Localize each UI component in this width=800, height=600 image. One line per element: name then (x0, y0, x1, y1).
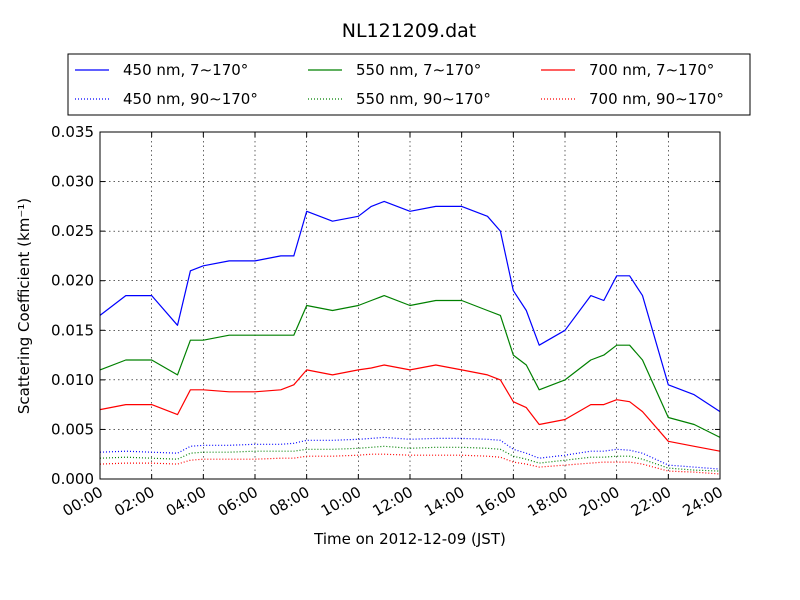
chart-title: NL121209.dat (342, 20, 477, 42)
x-tick-label: 24:00 (680, 483, 726, 520)
x-tick-label: 00:00 (60, 483, 106, 520)
y-tick-label: 0.015 (51, 321, 94, 339)
legend-label: 450 nm, 7∼170° (123, 61, 248, 79)
x-tick-label: 16:00 (473, 483, 519, 520)
legend-label: 450 nm, 90∼170° (123, 90, 258, 108)
x-tick-label: 14:00 (421, 483, 467, 520)
x-tick-label: 22:00 (628, 483, 674, 520)
series-line (99, 200, 721, 413)
y-tick-label: 0.030 (51, 173, 94, 191)
series-line (99, 295, 721, 438)
series-group (99, 200, 721, 475)
y-tick-label: 0.035 (51, 123, 94, 141)
x-tick-label: 08:00 (266, 483, 312, 520)
grid (100, 132, 720, 479)
x-axis-label: Time on 2012-12-09 (JST) (313, 530, 506, 548)
x-tick-label: 02:00 (111, 483, 157, 520)
legend-box (67, 53, 751, 116)
series-line (99, 453, 721, 475)
legend: 450 nm, 7∼170° 550 nm, 7∼170° 700 nm, 7∼17… (67, 53, 751, 116)
legend-label: 700 nm, 7∼170° (589, 61, 714, 79)
x-tick-label: 18:00 (525, 483, 571, 520)
series-line (99, 364, 721, 452)
y-tick-labels: 0.000 0.005 0.010 0.015 0.020 0.025 0.030 0.035 (51, 123, 94, 488)
y-tick-label: 0.010 (51, 371, 94, 389)
x-tick-labels: 00:00 02:00 04:00 06:00 08:00 10:00 12:00 14:00… (60, 483, 726, 520)
legend-label: 550 nm, 7∼170° (356, 61, 481, 79)
legend-label: 700 nm, 90∼170° (589, 90, 724, 108)
y-tick-label: 0.020 (51, 272, 94, 290)
y-tick-label: 0.025 (51, 222, 94, 240)
x-tick-label: 12:00 (370, 483, 416, 520)
x-tick-label: 04:00 (163, 483, 209, 520)
series-line (99, 436, 721, 470)
x-tick-label: 10:00 (318, 483, 364, 520)
legend-label: 550 nm, 90∼170° (356, 90, 491, 108)
series-line (99, 445, 721, 472)
x-tick-label: 20:00 (576, 483, 622, 520)
y-tick-label: 0.000 (51, 470, 94, 488)
y-tick-label: 0.005 (51, 420, 94, 438)
ticks (99, 131, 721, 480)
y-axis-label: Scattering Coefficient (km⁻¹) (15, 198, 33, 414)
x-tick-label: 06:00 (215, 483, 261, 520)
